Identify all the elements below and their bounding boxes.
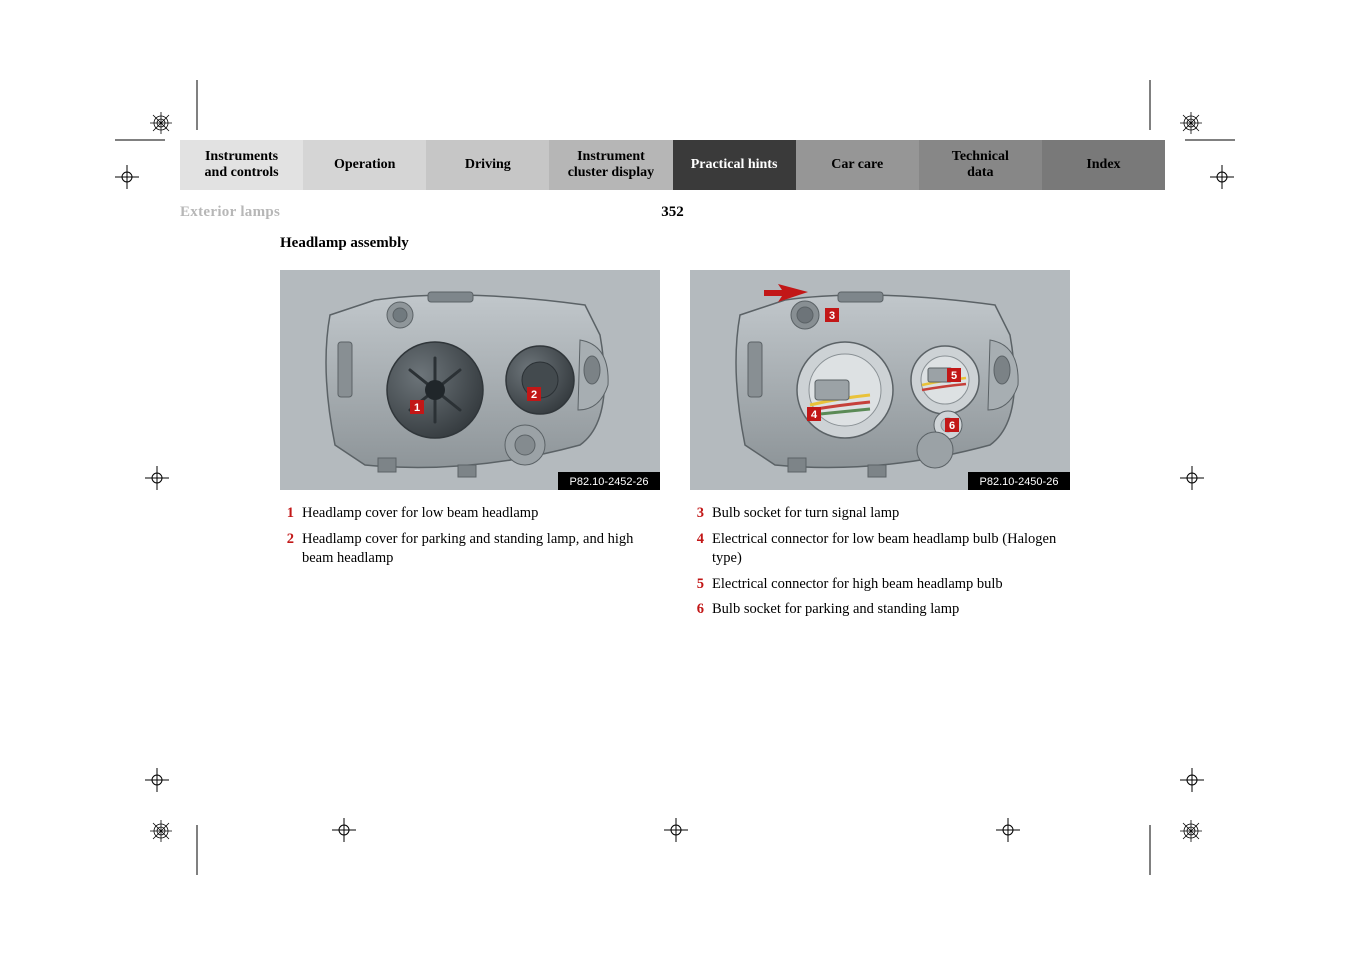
section-row: Exterior lamps 352 [180,204,1165,221]
caption-text: Headlamp cover for parking and standing … [302,530,660,569]
caption-number: 5 [690,575,704,595]
reg-target [1210,165,1234,189]
caption-text: Electrical connector for low beam headla… [712,530,1070,569]
tab-operation[interactable]: Operation [303,140,426,190]
tab-driving[interactable]: Driving [426,140,549,190]
nav-tabs: Instrumentsand controlsOperationDrivingI… [180,140,1165,190]
reg-target [145,466,169,490]
figure-2: 3 4 5 6 P82.10-2450-26 [690,270,1070,490]
tab-car-care[interactable]: Car care [796,140,919,190]
caption-text: Bulb socket for parking and standing lam… [712,600,959,620]
reg-target [332,818,356,842]
caption-number: 4 [690,530,704,569]
caption-text: Headlamp cover for low beam headlamp [302,504,538,524]
caption-item: 1 Headlamp cover for low beam headlamp [280,504,660,524]
caption-text: Bulb socket for turn signal lamp [712,504,899,524]
subheading: Headlamp assembly [280,235,1165,252]
reg-sunburst-bl [150,820,172,847]
svg-text:1: 1 [414,402,420,414]
caption-number: 6 [690,600,704,620]
caption-number: 3 [690,504,704,524]
caption-item: 2Headlamp cover for parking and standing… [280,530,660,569]
tab-instruments-and-controls[interactable]: Instrumentsand controls [180,140,303,190]
reg-target [1180,466,1204,490]
svg-text:3: 3 [829,310,835,322]
tab-index[interactable]: Index [1042,140,1165,190]
figure-2-captions: 3Bulb socket for turn signal lamp4Electr… [690,504,1070,620]
crop-mark [1135,80,1165,140]
crop-mark [182,815,212,875]
reg-target [145,768,169,792]
reg-target [1180,768,1204,792]
caption-number: 2 [280,530,294,569]
tab-practical-hints[interactable]: Practical hints [673,140,796,190]
caption-item: 6 Bulb socket for parking and standing la… [690,600,1070,620]
svg-text:4: 4 [811,409,818,421]
crop-mark [1135,815,1165,875]
reg-sunburst-br [1180,820,1202,847]
reg-target [115,165,139,189]
caption-item: 5 Electrical connector for high beam head… [690,575,1070,595]
caption-number: 1 [280,504,294,524]
reg-target [996,818,1020,842]
figures-row: 1 2 P82.10-2452-26 1 Headlamp cover for lo… [280,270,1165,626]
figure-1: 1 2 P82.10-2452-26 [280,270,660,490]
page-number: 352 [643,204,703,221]
figure-1-column: 1 2 P82.10-2452-26 1 Headlamp cover for lo… [280,270,660,626]
svg-text:6: 6 [949,420,955,432]
tab-instrument-cluster-display[interactable]: Instrumentcluster display [549,140,672,190]
reg-target [664,818,688,842]
caption-item: 4Electrical connector for low beam headl… [690,530,1070,569]
crop-mark [1175,130,1235,150]
crop-mark [115,130,175,150]
crop-mark [182,80,212,140]
image-ref-1: P82.10-2452-26 [570,476,649,488]
image-ref-2: P82.10-2450-26 [980,476,1059,488]
section-title: Exterior lamps [180,204,643,221]
svg-text:2: 2 [531,389,537,401]
page-content: Instrumentsand controlsOperationDrivingI… [180,140,1165,626]
figure-2-column: 3 4 5 6 P82.10-2450-26 3 Bulb socket for tur… [690,270,1070,626]
svg-text:5: 5 [951,370,957,382]
figure-1-captions: 1 Headlamp cover for low beam headlamp 2He… [280,504,660,569]
caption-item: 3 Bulb socket for turn signal lamp [690,504,1070,524]
caption-text: Electrical connector for high beam headl… [712,575,1003,595]
tab-technical-data[interactable]: Technicaldata [919,140,1042,190]
